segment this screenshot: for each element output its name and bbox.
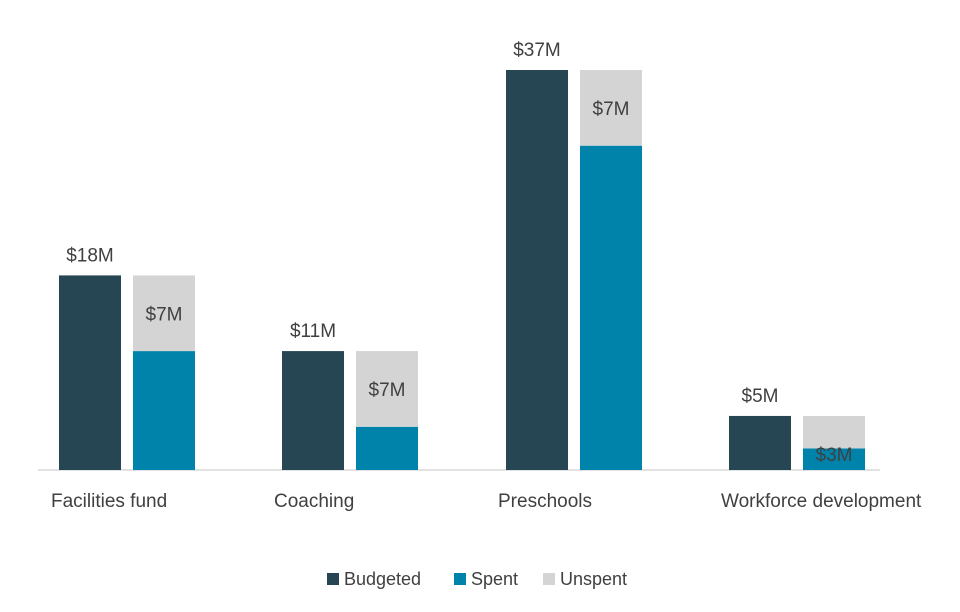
bar-budgeted [59, 275, 121, 470]
bar-budgeted [506, 70, 568, 470]
legend-label: Budgeted [344, 569, 421, 589]
labels-group: $18M $7M Facilities fund $11M $7M Coaching $37… [51, 40, 922, 512]
bar-spent [133, 351, 195, 470]
data-label-budgeted: $37M [513, 40, 561, 61]
bar-unspent [580, 70, 642, 146]
category-label: Facilities fund [51, 491, 167, 512]
legend: Budgeted Spent Unspent [327, 569, 627, 589]
bar-unspent [356, 351, 418, 427]
bar-budgeted [282, 351, 344, 470]
legend-label: Unspent [560, 569, 627, 589]
legend-swatch [327, 573, 339, 585]
data-label-budgeted: $5M [742, 386, 779, 407]
bar-spent [580, 145, 642, 471]
data-label-unspent: $7M [146, 304, 183, 325]
bar-unspent [133, 275, 195, 352]
legend-item-spent: Spent [454, 569, 518, 589]
bar-spent [356, 426, 418, 470]
bar-budgeted [729, 415, 791, 470]
category-label: Workforce development [721, 491, 922, 512]
legend-swatch [543, 573, 555, 585]
data-label-budgeted: $11M [290, 321, 336, 342]
legend-label: Spent [471, 569, 518, 589]
data-label-budgeted: $18M [66, 245, 114, 266]
category-label: Preschools [498, 491, 592, 512]
data-label-unspent: $7M [369, 380, 406, 401]
legend-item-unspent: Unspent [543, 569, 627, 589]
data-label-unspent: $3M [816, 445, 853, 466]
category-label: Coaching [274, 491, 354, 512]
legend-item-budgeted: Budgeted [327, 569, 421, 589]
bars-group [59, 70, 865, 471]
bar-spent [803, 448, 865, 470]
bar-unspent [803, 415, 865, 449]
legend-swatch [454, 573, 466, 585]
data-label-unspent: $7M [593, 99, 630, 120]
